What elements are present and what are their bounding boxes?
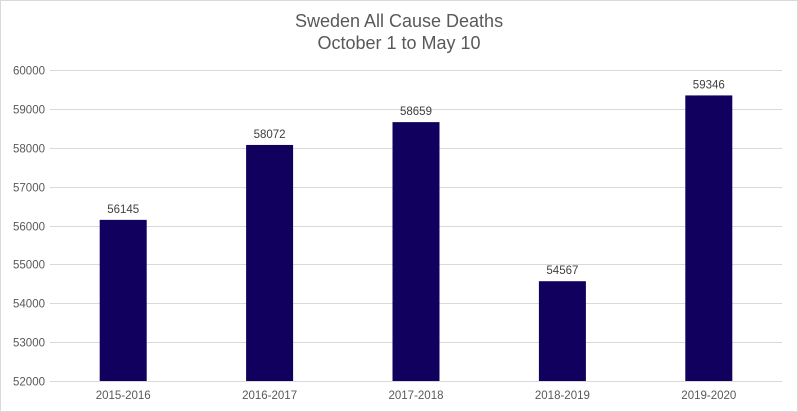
data-label: 58072 bbox=[254, 129, 286, 141]
bar-2018-2019 bbox=[538, 281, 586, 381]
x-tick-label: 2017-2018 bbox=[389, 390, 444, 402]
y-tick-label: 58000 bbox=[13, 144, 45, 156]
x-tick-label: 2019-2020 bbox=[681, 390, 736, 402]
bar-2017-2018 bbox=[392, 122, 440, 381]
y-tick-label: 59000 bbox=[13, 105, 45, 117]
y-tick-label: 54000 bbox=[13, 299, 45, 311]
data-label: 56145 bbox=[107, 204, 139, 216]
bar-2019-2020 bbox=[685, 95, 733, 381]
y-axis-ticks: 52000 53000 54000 55000 56000 57000 58000 59000… bbox=[13, 66, 45, 389]
y-tick-label: 52000 bbox=[13, 377, 45, 389]
bar-2016-2017 bbox=[246, 144, 294, 381]
data-label: 58659 bbox=[400, 106, 432, 118]
data-label: 59346 bbox=[693, 79, 725, 91]
data-labels: 56145 58072 58659 54567 59346 bbox=[107, 79, 725, 277]
x-tick-label: 2016-2017 bbox=[242, 390, 297, 402]
bar-2015-2016 bbox=[99, 219, 147, 381]
y-tick-label: 57000 bbox=[13, 183, 45, 195]
y-tick-label: 53000 bbox=[13, 338, 45, 350]
x-tick-label: 2018-2019 bbox=[535, 390, 590, 402]
y-tick-label: 60000 bbox=[13, 66, 45, 78]
chart-title-line-2: October 1 to May 10 bbox=[317, 33, 481, 53]
x-axis-ticks: 2015-2016 2016-2017 2017-2018 2018-2019 2019… bbox=[96, 390, 737, 402]
y-tick-label: 55000 bbox=[13, 260, 45, 272]
chart-title-line-1: Sweden All Cause Deaths bbox=[294, 11, 504, 31]
data-label: 54567 bbox=[546, 265, 578, 277]
chart-title: Sweden All Cause Deaths October 1 to May… bbox=[0, 10, 798, 54]
x-tick-label: 2015-2016 bbox=[96, 390, 151, 402]
bars bbox=[99, 95, 733, 381]
y-tick-label: 56000 bbox=[13, 222, 45, 234]
